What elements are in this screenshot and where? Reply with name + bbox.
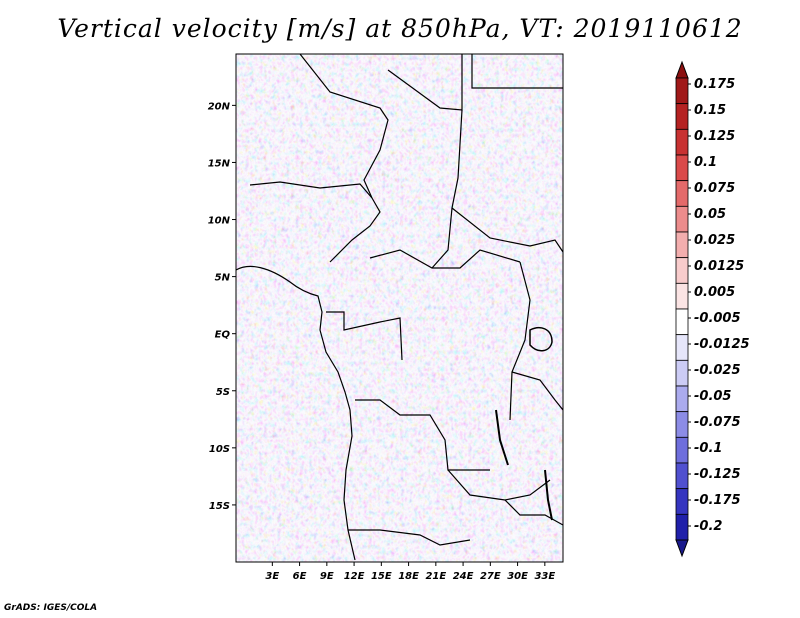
- border-mozambique: [504, 499, 563, 526]
- colorbar-segment: [675, 488, 689, 515]
- lake-malawi: [544, 469, 553, 521]
- colorbar-segment: [675, 359, 689, 387]
- latitude-axis: 20N 15N 10N 5N EQ 5S 10S 15S: [208, 101, 236, 512]
- colorbar-segment: [675, 282, 689, 310]
- lake-victoria: [529, 327, 553, 352]
- border-nigeria-niger: [249, 181, 373, 199]
- border-angola-namibia: [348, 529, 471, 546]
- colorbar-label: -0.175: [694, 493, 741, 508]
- longitude-axis: 3E 6E 9E 12E 15E 18E 21E 24E 27E 30E 33E: [265, 562, 555, 582]
- colorbar-segment: [675, 231, 689, 259]
- colorbar-segment: [675, 411, 689, 438]
- vertical-velocity-field: [236, 54, 563, 562]
- border-south-sudan: [451, 207, 563, 253]
- lon-tick-label: 9E: [320, 571, 334, 582]
- border-sudan-south: [471, 54, 563, 89]
- lat-tick-label: EQ: [215, 330, 231, 341]
- border-north: [387, 54, 463, 111]
- colorbar-label: -0.1: [694, 441, 722, 456]
- lat-tick-label: 5S: [216, 387, 230, 398]
- lon-tick-label: 33E: [534, 571, 555, 582]
- map-frame: [235, 53, 564, 563]
- colorbar: 0.175 0.15 0.125 0.1 0.075 0.05 0.025 0.0125 0.0…: [675, 60, 750, 558]
- colorbar-label: 0.1: [694, 155, 717, 170]
- colorbar-bottom-arrow: [675, 539, 689, 558]
- lon-tick-label: 18E: [398, 571, 419, 582]
- lon-tick-label: 30E: [507, 571, 528, 582]
- border-east-africa: [509, 261, 531, 421]
- colorbar-label: 0.125: [694, 129, 735, 144]
- colorbar-label: -0.025: [694, 363, 741, 378]
- lat-tick-label: 10S: [209, 444, 230, 455]
- lon-tick-label: 21E: [425, 571, 446, 582]
- colorbar-segment: [675, 103, 689, 130]
- coastline-gulf-of-guinea: [236, 265, 356, 561]
- colorbar-label: 0.025: [694, 233, 735, 248]
- lon-tick-label: 15E: [371, 571, 392, 582]
- lat-tick-label: 15N: [208, 158, 231, 169]
- lon-tick-label: 27E: [480, 571, 501, 582]
- colorbar-label: 0.005: [694, 285, 735, 300]
- colorbar-label: 0.075: [694, 181, 735, 196]
- colorbar-label: 0.0125: [694, 259, 744, 274]
- colorbar-segment: [675, 308, 689, 336]
- border-congo-gabon: [326, 311, 403, 361]
- lat-tick-label: 15S: [209, 501, 230, 512]
- colorbar-segment: [675, 334, 689, 361]
- lon-tick-label: 6E: [293, 571, 307, 582]
- colorbar-segment: [675, 128, 689, 156]
- colorbar-label: -0.005: [694, 311, 741, 326]
- colorbar-segment: [675, 257, 689, 284]
- colorbar-label: -0.125: [694, 467, 741, 482]
- colorbar-segment: [675, 436, 689, 464]
- lat-tick-label: 20N: [208, 101, 231, 112]
- colorbar-segment: [675, 462, 689, 490]
- colorbar-segment: [675, 180, 689, 207]
- map-title: Vertical velocity [m/s] at 850hPa, VT: 2…: [57, 14, 743, 43]
- border-sahara-west: [299, 54, 389, 199]
- lon-tick-label: 3E: [265, 571, 279, 582]
- lat-tick-label: 5N: [215, 273, 231, 284]
- lake-tanganyika: [495, 409, 509, 466]
- colorbar-segment: [675, 513, 689, 541]
- colorbar-top-arrow: [675, 60, 689, 79]
- colorbar-segment: [675, 77, 689, 105]
- grads-credit: GrADS: IGES/COLA: [4, 603, 98, 613]
- colorbar-label: 0.15: [694, 103, 726, 118]
- country-borders: [236, 54, 563, 561]
- lat-tick-label: 10N: [208, 216, 231, 227]
- colorbar-segment: [675, 154, 689, 182]
- colorbar-label: -0.2: [694, 519, 722, 534]
- colorbar-label: -0.075: [694, 415, 741, 430]
- colorbar-segment: [675, 385, 689, 413]
- colorbar-label: 0.05: [694, 207, 726, 222]
- border-tanzania: [511, 371, 563, 411]
- border-car: [369, 249, 521, 269]
- colorbar-label: -0.0125: [694, 337, 750, 352]
- lon-tick-label: 24E: [453, 571, 474, 582]
- lon-tick-label: 12E: [344, 571, 365, 582]
- colorbar-segment: [675, 205, 689, 233]
- border-nigeria-cameroon: [329, 197, 381, 263]
- colorbar-label: -0.05: [694, 389, 731, 404]
- colorbar-label: 0.175: [694, 77, 735, 92]
